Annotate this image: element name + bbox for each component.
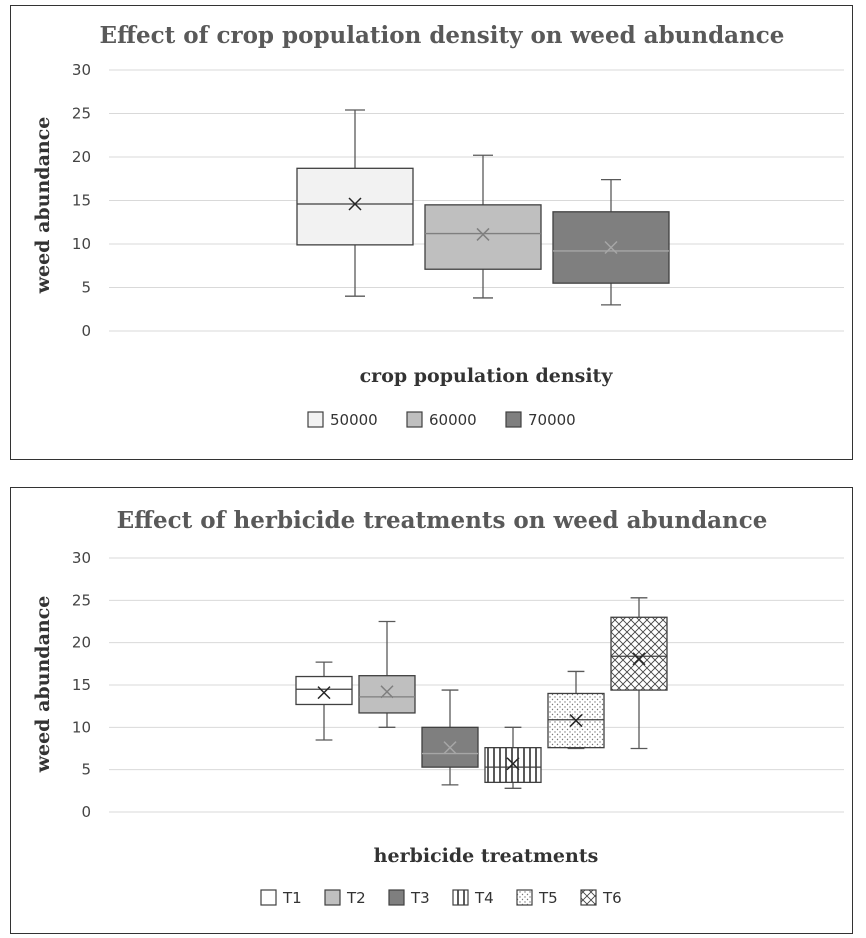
chart-crop-density: Effect of crop population density on wee… (32, 22, 844, 429)
y-tick-label: 30 (72, 61, 91, 79)
legend-label: T3 (410, 889, 430, 907)
legend-item-T1: T1 (260, 889, 302, 907)
y-axis-title: weed abundance (32, 117, 54, 295)
legend: 50000 60000 70000 (307, 411, 576, 429)
mean-marker (632, 652, 646, 666)
legend-label: T1 (282, 889, 302, 907)
legend-swatch (324, 889, 341, 906)
legend-item-70000: 70000 (505, 411, 576, 429)
box-plots (295, 597, 668, 789)
legend-label: T5 (538, 889, 558, 907)
legend-item-50000: 50000 (307, 411, 378, 429)
y-tick-label: 5 (81, 279, 91, 297)
mean-marker (476, 227, 490, 241)
y-tick-label: 30 (72, 549, 91, 567)
legend-label: 60000 (429, 411, 477, 429)
box-50000 (296, 109, 414, 297)
chart-panel-crop-density: Effect of crop population density on wee… (10, 5, 853, 460)
mean-marker (380, 685, 394, 699)
legend-item-T2: T2 (324, 889, 366, 907)
box-iqr (295, 675, 353, 706)
y-tick-label: 10 (72, 235, 91, 253)
box-60000 (424, 154, 542, 299)
legend-item-T6: T6 (580, 889, 622, 907)
legend-swatch (388, 889, 405, 906)
box-T3 (421, 689, 479, 786)
box-plots (296, 109, 670, 306)
box-iqr (424, 204, 542, 270)
box-70000 (552, 178, 670, 306)
box-T5 (547, 670, 605, 750)
mean-marker (443, 741, 457, 755)
legend-swatch (260, 889, 277, 906)
box-iqr (484, 747, 542, 784)
y-tick-label: 20 (72, 148, 91, 166)
y-tick-label: 25 (72, 105, 91, 123)
gridlines (109, 557, 844, 813)
legend-swatch (406, 411, 423, 428)
legend-item-T3: T3 (388, 889, 430, 907)
legend-swatch (580, 889, 597, 906)
y-tick-label: 5 (81, 761, 91, 779)
chart-panel-herbicide: Effect of herbicide treatments on weed a… (10, 487, 853, 934)
mean-marker (348, 197, 362, 211)
y-tick-label: 10 (72, 718, 91, 736)
chart-title: Effect of herbicide treatments on weed a… (117, 507, 768, 534)
y-tick-label: 20 (72, 634, 91, 652)
legend-swatch (307, 411, 324, 428)
y-axis: 0 5 10 15 20 25 30 (72, 61, 91, 340)
legend-swatch (452, 889, 469, 906)
box-iqr (610, 616, 668, 691)
box-T1 (295, 661, 353, 741)
legend-swatch (505, 411, 522, 428)
chart-title: Effect of crop population density on wee… (100, 22, 785, 49)
y-axis: 0 5 10 15 20 25 30 (72, 549, 91, 821)
y-tick-label: 25 (72, 591, 91, 609)
legend-item-T5: T5 (516, 889, 558, 907)
legend-label: 50000 (330, 411, 378, 429)
mean-marker (317, 686, 331, 700)
box-T2 (358, 620, 416, 728)
legend-swatch (516, 889, 533, 906)
y-axis-title: weed abundance (32, 596, 54, 774)
mean-marker (506, 757, 520, 771)
box-T4 (484, 726, 542, 789)
y-tick-label: 0 (81, 803, 91, 821)
x-axis-title: crop population density (360, 365, 614, 387)
legend-label: T2 (346, 889, 366, 907)
chart-herbicide: Effect of herbicide treatments on weed a… (32, 507, 844, 907)
legend: T1 T2 T3 T4 T5 T6 (260, 889, 622, 907)
y-tick-label: 15 (72, 676, 91, 694)
legend-item-60000: 60000 (406, 411, 477, 429)
legend-item-T4: T4 (452, 889, 494, 907)
gridlines (109, 69, 844, 332)
legend-label: T6 (602, 889, 622, 907)
legend-label: T4 (474, 889, 494, 907)
mean-marker (604, 240, 618, 255)
y-tick-label: 0 (81, 322, 91, 340)
box-iqr (358, 675, 416, 714)
x-axis-title: herbicide treatments (374, 845, 599, 867)
box-iqr (296, 167, 414, 246)
mean-marker (569, 714, 583, 728)
legend-label: 70000 (528, 411, 576, 429)
y-tick-label: 15 (72, 192, 91, 210)
box-T6 (610, 597, 668, 750)
